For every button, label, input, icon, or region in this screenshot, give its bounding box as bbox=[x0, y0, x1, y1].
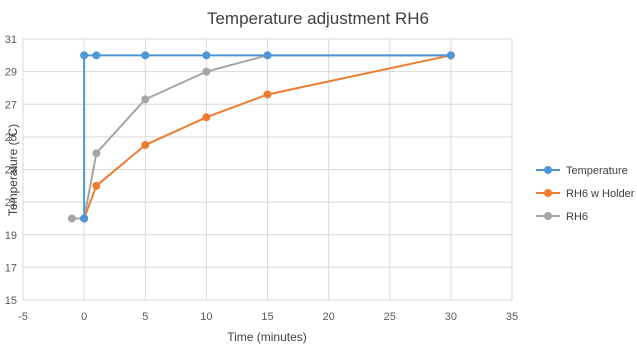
data-point-temperature bbox=[446, 51, 455, 60]
series-layer bbox=[67, 51, 455, 223]
gridlines bbox=[22, 38, 513, 301]
x-tick-label: 20 bbox=[323, 311, 335, 323]
data-point-rh6 bbox=[141, 95, 150, 104]
legend-label: RH6 bbox=[566, 211, 588, 223]
legend-item-temperature: Temperature bbox=[536, 165, 628, 177]
chart-title: Temperature adjustment RH6 bbox=[207, 9, 429, 28]
legend-swatch-marker bbox=[544, 212, 552, 220]
data-point-temperature bbox=[141, 51, 150, 60]
data-point-temperature bbox=[202, 51, 211, 60]
y-tick-label: 31 bbox=[5, 34, 17, 46]
legend-item-rh6: RH6 bbox=[536, 211, 588, 223]
legend: Temperature RH6 w Holder RH6 bbox=[536, 165, 635, 223]
y-tick-label: 27 bbox=[5, 99, 17, 111]
data-point-temperature bbox=[92, 51, 101, 60]
data-point-rh6 bbox=[202, 67, 211, 76]
data-point-temperature bbox=[80, 214, 89, 223]
tick-labels: 15 17 19 21 23 25 27 29 31 -5 0 5 10 15 20 25 30 35 bbox=[5, 34, 518, 323]
data-point-temperature bbox=[80, 51, 89, 60]
legend-swatch-marker bbox=[544, 166, 552, 174]
legend-swatch-marker bbox=[544, 189, 552, 197]
y-tick-label: 21 bbox=[5, 197, 17, 209]
series-line-rh6-w-holder bbox=[83, 54, 452, 219]
x-tick-label: 35 bbox=[506, 311, 518, 323]
data-point-rh6-w-holder bbox=[92, 181, 101, 190]
x-tick-label: 25 bbox=[384, 311, 396, 323]
y-tick-label: 19 bbox=[5, 230, 17, 242]
data-point-temperature bbox=[263, 51, 272, 60]
x-axis-title: Time (minutes) bbox=[227, 330, 307, 344]
legend-label: Temperature bbox=[566, 165, 628, 177]
data-point-rh6-w-holder bbox=[263, 90, 272, 99]
x-tick-label: 10 bbox=[200, 311, 212, 323]
data-point-rh6 bbox=[92, 149, 101, 158]
x-tick-label: 0 bbox=[81, 311, 87, 323]
y-tick-label: 15 bbox=[5, 295, 17, 307]
x-tick-label: -5 bbox=[18, 311, 28, 323]
y-tick-label: 25 bbox=[5, 132, 17, 144]
y-tick-label: 23 bbox=[5, 165, 17, 177]
y-tick-label: 17 bbox=[5, 262, 17, 274]
series-temperature bbox=[80, 51, 455, 223]
x-tick-label: 30 bbox=[445, 311, 457, 323]
legend-label: RH6 w Holder bbox=[566, 188, 635, 200]
y-axis-title: Temperature (°C) bbox=[6, 124, 20, 216]
data-point-rh6 bbox=[67, 214, 76, 223]
x-tick-label: 15 bbox=[261, 311, 273, 323]
data-point-rh6-w-holder bbox=[141, 141, 150, 150]
x-tick-label: 5 bbox=[142, 311, 148, 323]
legend-item-rh6-w-holder: RH6 w Holder bbox=[536, 188, 635, 200]
y-tick-label: 29 bbox=[5, 67, 17, 79]
data-point-rh6-w-holder bbox=[202, 113, 211, 122]
